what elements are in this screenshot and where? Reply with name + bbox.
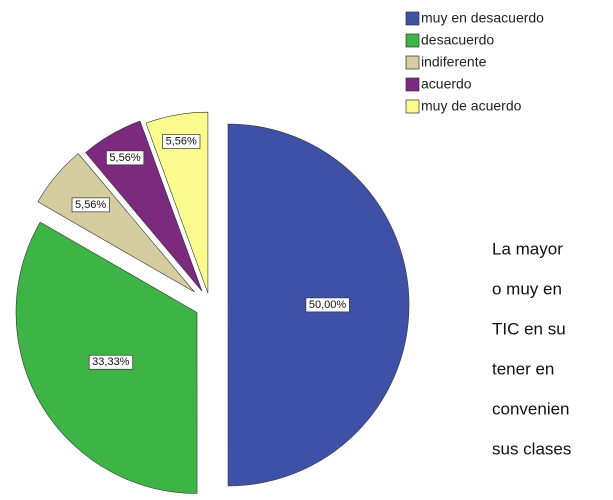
value-label: 33,33% (88, 354, 134, 370)
pie-slice (37, 153, 195, 293)
value-label: 50,00% (305, 297, 350, 313)
value-label-text: 33,33% (92, 356, 130, 368)
value-label-box (88, 354, 134, 370)
legend-label: muy en desacuerdo (421, 10, 544, 26)
legend-label: desacuerdo (421, 32, 494, 48)
legend-swatch (405, 55, 420, 70)
value-label-box (162, 134, 201, 149)
legend-label: indiferente (421, 54, 487, 70)
value-label-text: 5,56% (109, 152, 140, 164)
value-label: 5,56% (106, 150, 145, 166)
body-line: TIC en su (492, 319, 566, 338)
value-label-text: 50,00% (309, 299, 347, 311)
legend-swatch (405, 99, 420, 114)
body-line: o muy en (492, 279, 562, 298)
body-line: La mayor (492, 239, 563, 258)
body-line: sus clases (492, 439, 571, 458)
value-label-box (305, 297, 350, 313)
body-text: La mayor o muy en TIC en su tener en conveni… (492, 239, 571, 458)
value-label: 5,56% (162, 134, 201, 149)
pie-slice (145, 111, 209, 294)
value-label-text: 5,56% (166, 136, 197, 148)
value-label-box (106, 150, 145, 166)
legend-label: muy de acuerdo (421, 98, 522, 114)
legend-swatch (405, 11, 420, 26)
value-label: 5,56% (71, 197, 110, 213)
body-line: convenien (492, 399, 570, 418)
value-label-text: 5,56% (75, 199, 106, 211)
legend-swatch (405, 33, 420, 48)
body-line: tener en (492, 359, 554, 378)
pie-chart: 50,00% 33,33% 5,56% 5,56% 5,56% (15, 111, 410, 494)
legend: muy en desacuerdo desacuerdo indiferente ac… (405, 10, 544, 114)
legend-label: acuerdo (421, 76, 472, 92)
legend-swatch (405, 77, 420, 92)
value-label-box (71, 197, 110, 213)
